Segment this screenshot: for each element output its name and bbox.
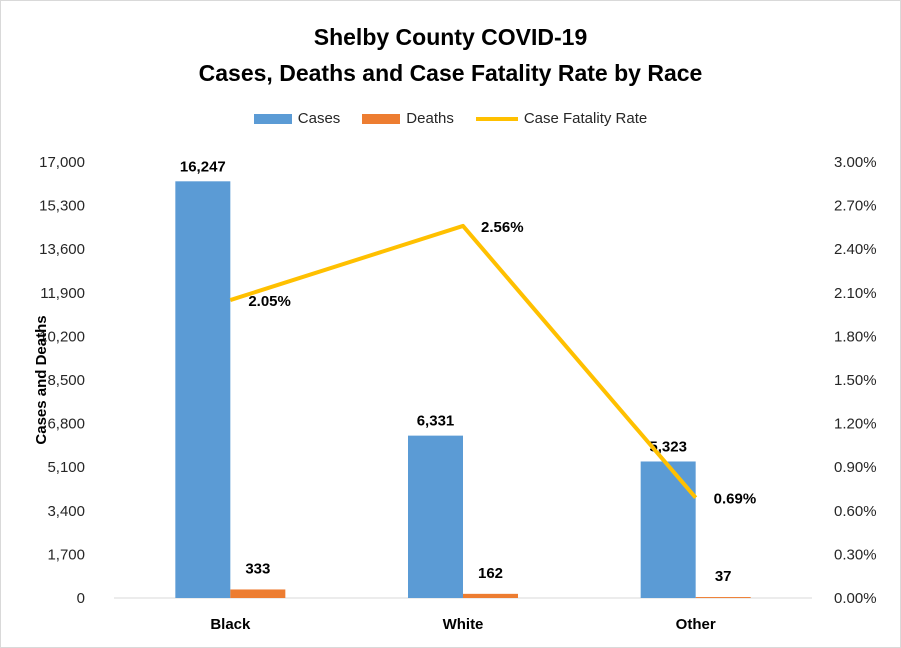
- y-tick-label: 13,600: [39, 241, 85, 258]
- legend-swatch-cases: [253, 113, 292, 124]
- data-label-cfr: 2.56%: [481, 219, 524, 236]
- y-tick-label: 17,000: [39, 154, 85, 171]
- y-tick-label: 11,900: [40, 285, 85, 302]
- y2-tick-label: 1.50%: [834, 372, 877, 389]
- data-label-cases: 6,331: [417, 413, 455, 430]
- legend-label-deaths: Deaths: [406, 110, 454, 127]
- y-tick-label: 1,700: [47, 546, 85, 563]
- y2-tick-label: 3.00%: [834, 154, 877, 171]
- legend-item-cfr: Case Fatality Rate: [475, 110, 648, 127]
- data-label-deaths: 333: [245, 560, 270, 577]
- y2-tick-label: 0.30%: [834, 546, 877, 563]
- bar-cases: [408, 435, 463, 598]
- data-label-deaths: 162: [478, 565, 503, 582]
- y-tick-label: 0: [77, 590, 85, 607]
- bar-cases: [640, 461, 696, 598]
- category-label: Other: [676, 616, 716, 633]
- y2-tick-label: 2.10%: [834, 285, 877, 302]
- data-label-cases: 5,323: [649, 438, 687, 455]
- y-tick-label: 6,800: [47, 416, 85, 433]
- data-label-deaths: 37: [715, 568, 732, 585]
- legend-label-cfr: Case Fatality Rate: [523, 110, 648, 127]
- data-label-cfr: 0.69%: [714, 491, 757, 508]
- y2-tick-label: 0.00%: [834, 590, 877, 607]
- y-axis-label: Cases and Deaths: [33, 315, 50, 444]
- legend-swatch-cfr: [475, 116, 518, 121]
- legend-swatch-deaths: [362, 113, 401, 124]
- line-case-fatality-rate: [229, 223, 698, 500]
- y-tick-label: 3,400: [47, 503, 85, 520]
- bar-deaths: [230, 589, 286, 598]
- chart-title: Shelby County COVID-19: [313, 24, 588, 50]
- category-label: Black: [210, 616, 251, 633]
- y2-tick-label: 2.70%: [834, 198, 877, 215]
- y2-tick-label: 1.20%: [834, 416, 877, 433]
- y-tick-label: 8,500: [47, 372, 85, 389]
- y-tick-label: 15,300: [39, 198, 85, 215]
- bar-deaths: [695, 597, 751, 598]
- y-tick-label: 10,200: [39, 328, 85, 345]
- legend-label-cases: Cases: [297, 110, 341, 127]
- bar-cases: [175, 181, 231, 598]
- legend: Cases Deaths Case Fatality Rate: [0, 110, 901, 127]
- legend-item-cases: Cases: [253, 110, 341, 127]
- chart-subtitle: Cases, Deaths and Case Fatality Rate by …: [198, 60, 703, 86]
- data-label-cfr: 2.05%: [248, 293, 291, 310]
- bar-deaths: [463, 593, 518, 598]
- data-label-cases: 16,247: [180, 158, 226, 175]
- y2-tick-label: 0.90%: [834, 459, 877, 476]
- y-tick-label: 5,100: [47, 459, 85, 476]
- legend-item-deaths: Deaths: [362, 110, 454, 127]
- y2-tick-label: 1.80%: [834, 328, 877, 345]
- category-label: White: [443, 616, 484, 633]
- y2-tick-label: 2.40%: [834, 241, 877, 258]
- y2-tick-label: 0.60%: [834, 503, 877, 520]
